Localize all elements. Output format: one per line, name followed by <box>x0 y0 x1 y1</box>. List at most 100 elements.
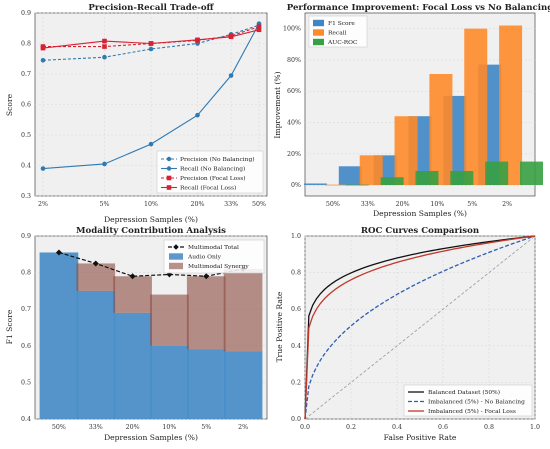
series-line <box>42 24 260 61</box>
legend-marker <box>166 156 172 162</box>
data-point <box>228 73 234 78</box>
bar <box>113 276 152 313</box>
x-tick-label: 5% <box>467 201 477 208</box>
y-tick-label: 1.0 <box>291 233 301 240</box>
y-tick-label: 0% <box>291 182 301 189</box>
series-line <box>42 29 260 49</box>
modality-panel: 0.4 0.5 0.6 0.7 0.8 0.9 50% 33% 20% 10% 5% 2% Moda… <box>5 226 268 442</box>
legend-label: Multimodal Synergy <box>188 264 249 270</box>
x-tick-label: 33% <box>361 201 375 208</box>
x-tick-label: 2% <box>38 201 48 208</box>
bar <box>223 351 263 419</box>
y-tick-label: 0.2 <box>291 379 301 386</box>
y-tick-label: 0.4 <box>21 163 31 170</box>
x-tick-label: 1.0 <box>530 424 540 431</box>
bar <box>415 170 439 186</box>
y-tick-label: 0.3 <box>21 193 31 200</box>
legend-swatch <box>313 38 324 46</box>
legend: Multimodal Total Audio Only Multimodal Syn… <box>163 239 265 274</box>
x-tick-label: 0.8 <box>484 424 494 431</box>
y-tick-label: 0.9 <box>21 233 31 240</box>
legend: Precision (No Balancing) Recall (No Balan… <box>156 150 264 194</box>
bar <box>39 252 79 419</box>
series-line <box>42 23 260 170</box>
diagonal-reference <box>304 235 536 420</box>
bar <box>520 161 544 186</box>
legend-swatch <box>169 253 183 260</box>
y-tick-label: 0.4 <box>291 343 301 350</box>
x-tick-label: 20% <box>396 201 410 208</box>
roc-curve <box>304 235 536 420</box>
chart-title: Performance Improvement: Focal Loss vs N… <box>287 3 550 13</box>
legend-label: Imbalanced (5%) - Focal Loss <box>428 408 516 415</box>
precision-recall-panel: 0.3 0.4 0.5 0.6 0.7 0.8 0.9 2% 5% 10% 20% 33% 50% P… <box>5 3 268 224</box>
x-tick-label: 20% <box>126 424 140 431</box>
legend-label: Balanced Dataset (50%) <box>428 389 500 396</box>
data-point <box>256 27 262 33</box>
chart-title: Precision-Recall Trade-off <box>88 3 214 13</box>
bar <box>76 263 116 291</box>
x-tick-label: 50% <box>252 201 266 208</box>
data-point <box>228 34 234 40</box>
data-point <box>40 166 46 171</box>
data-point <box>102 161 107 167</box>
x-tick-label: 2% <box>502 201 512 208</box>
y-tick-label: 0.8 <box>21 270 31 277</box>
x-tick-label: 0.4 <box>392 424 402 431</box>
x-axis-label: Depression Samples (%) <box>104 215 198 224</box>
bar <box>485 161 509 186</box>
x-tick-label: 0.2 <box>346 424 356 431</box>
bar <box>345 184 369 186</box>
legend: Balanced Dataset (50%) Imbalanced (5%) - … <box>403 384 533 417</box>
x-axis-label: Depression Samples (%) <box>373 209 467 218</box>
y-tick-label: 100% <box>283 26 301 33</box>
y-tick-label: 0.0 <box>291 416 301 423</box>
legend-label: Imbalanced (5%) - No Balancing <box>428 399 525 406</box>
bar <box>338 166 362 186</box>
data-point <box>256 24 262 30</box>
data-point <box>148 41 154 46</box>
bar <box>303 183 327 186</box>
bar <box>394 116 418 186</box>
y-tick-label: 0.6 <box>21 343 31 350</box>
bar <box>76 290 116 419</box>
y-axis-label: F1 Score <box>5 309 14 344</box>
y-tick-label: 0.7 <box>21 71 31 78</box>
legend-marker <box>166 185 172 190</box>
x-tick-label: 5% <box>201 424 211 431</box>
legend-label: AUC-ROC <box>327 40 358 46</box>
bar <box>499 25 523 186</box>
y-tick-label: 0.5 <box>21 132 31 139</box>
bar <box>223 268 263 352</box>
legend-label: Precision (No Balancing) <box>180 156 255 163</box>
y-tick-label: 80% <box>287 57 301 64</box>
bar <box>380 177 404 186</box>
bar <box>464 28 488 186</box>
data-point <box>92 260 99 267</box>
data-point <box>40 45 46 51</box>
bar <box>450 170 474 186</box>
y-axis-label: True Positive Rate <box>275 291 284 362</box>
legend-label: Audio Only <box>187 255 222 261</box>
y-tick-label: 0.8 <box>291 270 301 277</box>
legend: F1 Score Recall AUC-ROC <box>308 15 368 48</box>
data-point <box>55 249 62 256</box>
x-tick-label: 5% <box>99 201 109 208</box>
data-point <box>129 273 136 280</box>
x-tick-label: 2% <box>238 424 248 431</box>
chart-title: Modality Contribution Analysis <box>76 226 226 236</box>
y-tick-label: 0.6 <box>21 102 31 109</box>
improvement-panel: 0% 20% 40% 60% 80% 100% 50% 33% 20% 10% 5% 2% Perf… <box>273 3 550 218</box>
x-axis-label: Depression Samples (%) <box>104 433 198 442</box>
data-point <box>40 57 46 63</box>
legend-label: Precision (Focal Loss) <box>180 175 246 182</box>
legend-marker <box>166 175 172 181</box>
roc-curve <box>304 235 536 420</box>
bar <box>429 74 453 186</box>
y-tick-label: 40% <box>287 119 301 126</box>
series-line <box>58 251 244 277</box>
y-tick-label: 20% <box>287 151 301 158</box>
bar <box>186 349 226 419</box>
bar <box>113 312 152 419</box>
